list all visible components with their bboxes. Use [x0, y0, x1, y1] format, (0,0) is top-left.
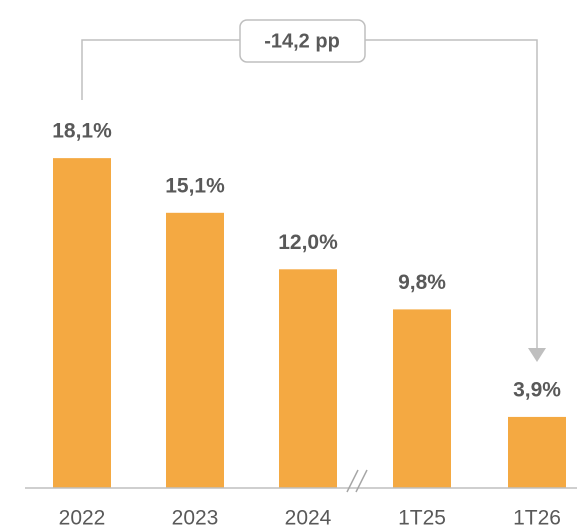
bar — [166, 212, 224, 489]
bracket-left — [81, 39, 240, 100]
bar — [508, 416, 566, 488]
value-label: 18,1% — [52, 120, 112, 143]
bar — [53, 158, 111, 488]
value-label: 9,8% — [398, 271, 446, 294]
x-tick-label: 2023 — [172, 507, 219, 530]
x-tick-label: 2022 — [59, 507, 106, 530]
annotation-box — [239, 19, 366, 63]
axis-break — [346, 469, 359, 493]
x-tick-label: 1T26 — [513, 507, 561, 530]
x-tick-label: 2024 — [285, 507, 332, 530]
value-label: 15,1% — [165, 174, 225, 197]
axis-break — [355, 469, 368, 493]
value-label: 12,0% — [278, 231, 338, 254]
bar — [279, 269, 337, 488]
value-label: 3,9% — [513, 378, 561, 401]
x-tick-label: 1T25 — [398, 507, 446, 530]
bracket-right — [365, 39, 538, 350]
bar — [393, 309, 451, 488]
annotation: -14,2 pp — [264, 30, 340, 52]
arrow-head — [528, 348, 546, 362]
